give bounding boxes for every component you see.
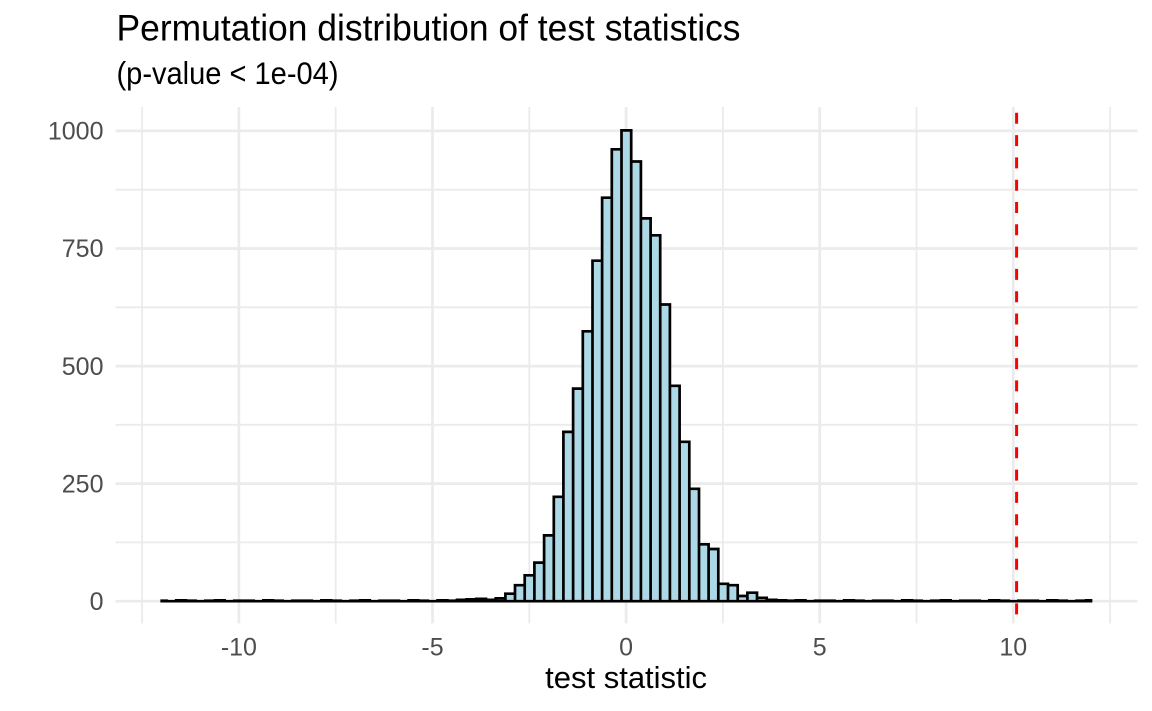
- svg-text:(p-value < 1e-04): (p-value < 1e-04): [117, 55, 339, 91]
- svg-text:-10: -10: [221, 634, 257, 662]
- svg-text:10: 10: [999, 634, 1027, 662]
- svg-text:750: 750: [62, 235, 104, 263]
- svg-text:500: 500: [62, 353, 104, 381]
- svg-text:1000: 1000: [48, 118, 104, 146]
- svg-text:Permutation distribution of te: Permutation distribution of test statist…: [117, 8, 741, 49]
- svg-text:0: 0: [90, 588, 104, 616]
- svg-text:5: 5: [813, 634, 827, 662]
- svg-text:250: 250: [62, 470, 104, 498]
- svg-text:test statistic: test statistic: [545, 660, 707, 695]
- svg-text:0: 0: [619, 634, 633, 662]
- svg-text:-5: -5: [421, 634, 443, 662]
